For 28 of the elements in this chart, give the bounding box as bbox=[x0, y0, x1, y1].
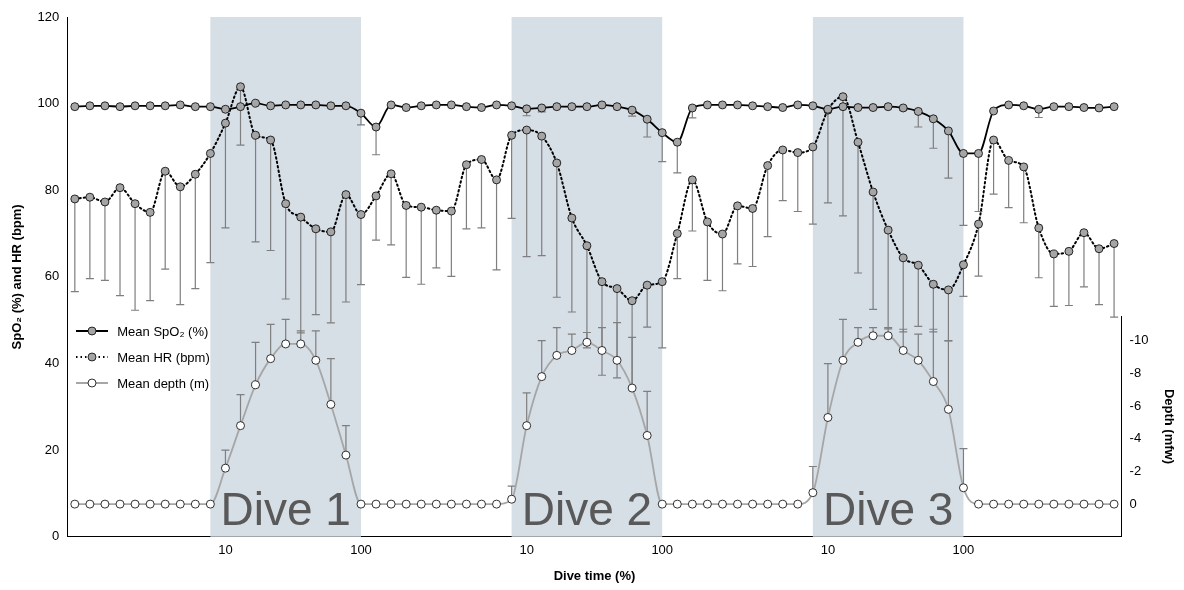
x-tick-label: 100 bbox=[350, 542, 372, 558]
y2-tick-label: -10 bbox=[1129, 332, 1149, 348]
y2-tick-label: -2 bbox=[1129, 463, 1142, 478]
y-tick-label: 40 bbox=[44, 355, 60, 371]
x-tick-label: 10 bbox=[519, 542, 534, 558]
legend-label: Mean depth (m) bbox=[117, 375, 210, 391]
y-axis-title: SpO₂ (%) and HR (bpm) bbox=[9, 204, 25, 350]
y2-tick-label: -6 bbox=[1129, 397, 1142, 413]
legend-label: Mean SpO₂ (%) bbox=[117, 323, 209, 339]
y-tick-label: 0 bbox=[52, 528, 60, 544]
legend-label: Mean HR (bpm) bbox=[117, 349, 210, 365]
y-tick-label: 100 bbox=[37, 95, 60, 111]
y-tick-label: 20 bbox=[44, 441, 60, 457]
y2-tick-label: 0 bbox=[1129, 495, 1137, 511]
annotation: Dive 2 bbox=[521, 482, 653, 535]
x-tick-label: 100 bbox=[651, 542, 674, 558]
x-axis-title: Dive time (%) bbox=[553, 567, 636, 583]
x-tick-label: 100 bbox=[952, 542, 975, 558]
annotation: Dive 1 bbox=[220, 482, 351, 535]
y2-axis-title: Depth (mfw) bbox=[1161, 388, 1177, 465]
y-tick-label: 120 bbox=[37, 8, 60, 24]
y-tick-label: 60 bbox=[44, 268, 60, 284]
annotation: Dive 3 bbox=[822, 482, 954, 535]
x-tick-label: 10 bbox=[218, 542, 233, 558]
y2-tick-label: -4 bbox=[1129, 430, 1142, 446]
y2-tick-label: -8 bbox=[1129, 364, 1142, 380]
y-tick-label: 80 bbox=[44, 181, 60, 197]
x-tick-label: 10 bbox=[820, 542, 836, 558]
